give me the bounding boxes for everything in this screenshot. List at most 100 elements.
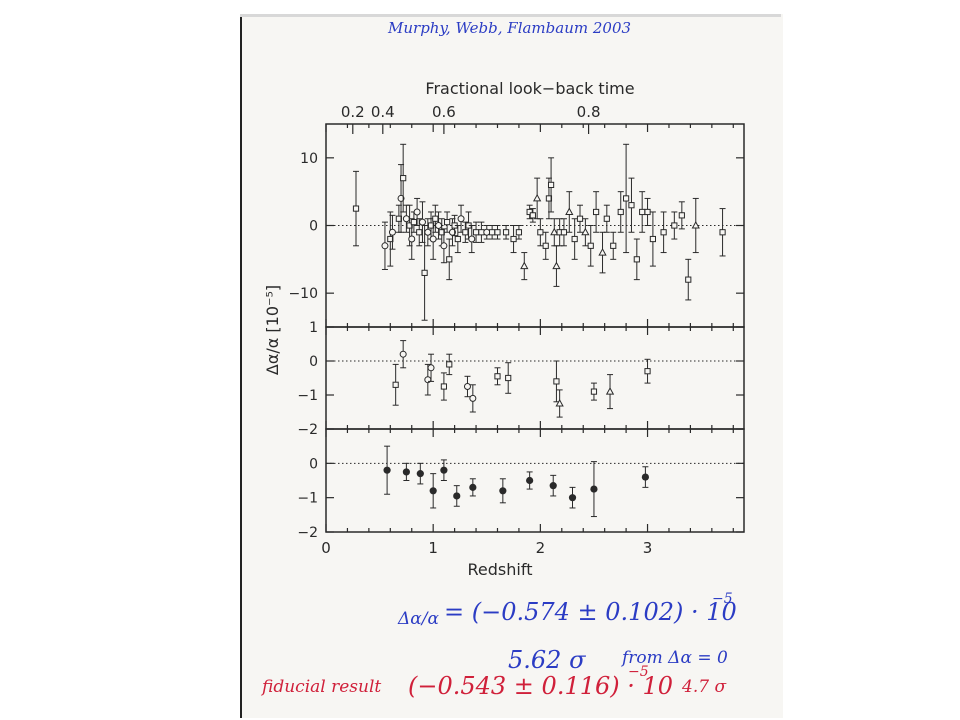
x-tick-label: 0 bbox=[321, 539, 331, 557]
top-axis-label: Fractional look−back time bbox=[425, 79, 634, 98]
data-point bbox=[560, 229, 568, 236]
top-tick-label: 0.2 bbox=[341, 103, 365, 121]
significance-value: 5.62 σ bbox=[508, 646, 586, 674]
data-point bbox=[678, 212, 685, 219]
data-point bbox=[421, 269, 428, 276]
data-point bbox=[505, 374, 512, 382]
top-tick-label: 0.4 bbox=[371, 103, 395, 121]
data-point bbox=[440, 383, 447, 390]
equation-exponent: −5 bbox=[712, 591, 733, 607]
data-point bbox=[605, 387, 615, 395]
fiducial-exponent: −5 bbox=[628, 664, 649, 680]
data-point bbox=[494, 229, 501, 236]
equation-rhs: = (−0.574 ± 0.102) · 10 bbox=[444, 598, 737, 626]
data-point bbox=[402, 468, 410, 476]
data-point bbox=[510, 235, 517, 243]
data-point bbox=[392, 381, 399, 388]
data-point bbox=[424, 228, 432, 236]
data-point bbox=[592, 208, 600, 216]
data-point bbox=[550, 227, 559, 236]
data-point bbox=[532, 193, 542, 202]
y-tick-label: −1 bbox=[297, 491, 318, 507]
fiducial-value: (−0.543 ± 0.116) · 10 bbox=[408, 672, 673, 700]
data-point bbox=[440, 242, 448, 250]
data-point bbox=[590, 388, 598, 395]
data-point bbox=[547, 181, 555, 189]
top-tick-label: 0.8 bbox=[577, 103, 601, 121]
data-point bbox=[576, 215, 584, 222]
data-point bbox=[617, 208, 624, 216]
data-point bbox=[641, 473, 649, 481]
data-point bbox=[549, 482, 557, 490]
data-point bbox=[502, 229, 510, 236]
data-point bbox=[598, 248, 607, 256]
panel-frame-binned bbox=[325, 428, 745, 533]
data-point bbox=[400, 175, 407, 182]
y-axis-label: Δα/α [10⁻⁵] bbox=[263, 285, 282, 375]
data-point bbox=[537, 229, 544, 236]
data-point bbox=[590, 485, 598, 493]
data-point bbox=[542, 242, 549, 249]
data-point bbox=[489, 229, 496, 236]
data-point bbox=[446, 361, 453, 368]
data-point bbox=[469, 483, 477, 491]
data-point bbox=[462, 229, 469, 236]
data-point bbox=[416, 229, 423, 236]
data-point bbox=[499, 487, 507, 495]
data-point bbox=[352, 205, 360, 212]
scanned-page bbox=[240, 14, 783, 718]
data-point bbox=[628, 202, 635, 209]
y-tick-label: −10 bbox=[288, 286, 318, 302]
data-point bbox=[633, 256, 640, 263]
data-point bbox=[515, 229, 523, 236]
citation-annotation: Murphy, Webb, Flambaum 2003 bbox=[387, 19, 631, 37]
data-point bbox=[416, 470, 424, 478]
data-point bbox=[410, 219, 417, 226]
equation-lhs: Δα/α bbox=[397, 609, 439, 629]
data-point bbox=[383, 466, 391, 474]
data-point bbox=[555, 398, 564, 407]
y-tick-label: 1 bbox=[309, 320, 318, 336]
data-point bbox=[644, 368, 651, 375]
data-point bbox=[469, 394, 477, 402]
y-tick-label: −1 bbox=[297, 388, 318, 404]
data-point bbox=[388, 228, 396, 236]
data-point bbox=[402, 215, 410, 223]
data-point bbox=[381, 242, 389, 250]
fiducial-label: fiducial result bbox=[260, 677, 381, 697]
significance-note: from Δα = 0 bbox=[620, 648, 728, 668]
data-point bbox=[552, 261, 561, 270]
data-point bbox=[399, 350, 407, 358]
data-point bbox=[463, 383, 471, 390]
data-point bbox=[413, 208, 421, 216]
data-point bbox=[440, 466, 448, 474]
page-top-edge bbox=[240, 14, 781, 17]
data-point bbox=[526, 476, 534, 485]
data-point bbox=[429, 235, 437, 243]
y-tick-label: 0 bbox=[309, 354, 318, 370]
data-point bbox=[429, 487, 437, 495]
data-point bbox=[457, 215, 465, 223]
data-point bbox=[719, 229, 726, 236]
top-tick-label: 0.6 bbox=[432, 103, 456, 121]
data-point bbox=[520, 261, 529, 270]
data-point bbox=[639, 208, 646, 216]
data-point bbox=[610, 242, 617, 249]
data-point bbox=[529, 212, 536, 219]
data-point bbox=[660, 229, 667, 236]
data-point bbox=[565, 207, 574, 215]
data-point bbox=[691, 220, 700, 229]
data-point bbox=[468, 235, 476, 243]
data-point bbox=[649, 235, 656, 243]
data-point bbox=[644, 208, 651, 216]
data-point bbox=[446, 256, 453, 263]
x-axis-label: Redshift bbox=[468, 560, 533, 579]
y-tick-label: −2 bbox=[297, 525, 318, 541]
data-point bbox=[418, 218, 426, 226]
data-point bbox=[478, 229, 485, 236]
y-tick-label: 0 bbox=[309, 456, 318, 472]
data-point bbox=[553, 378, 560, 385]
data-point bbox=[408, 235, 416, 243]
